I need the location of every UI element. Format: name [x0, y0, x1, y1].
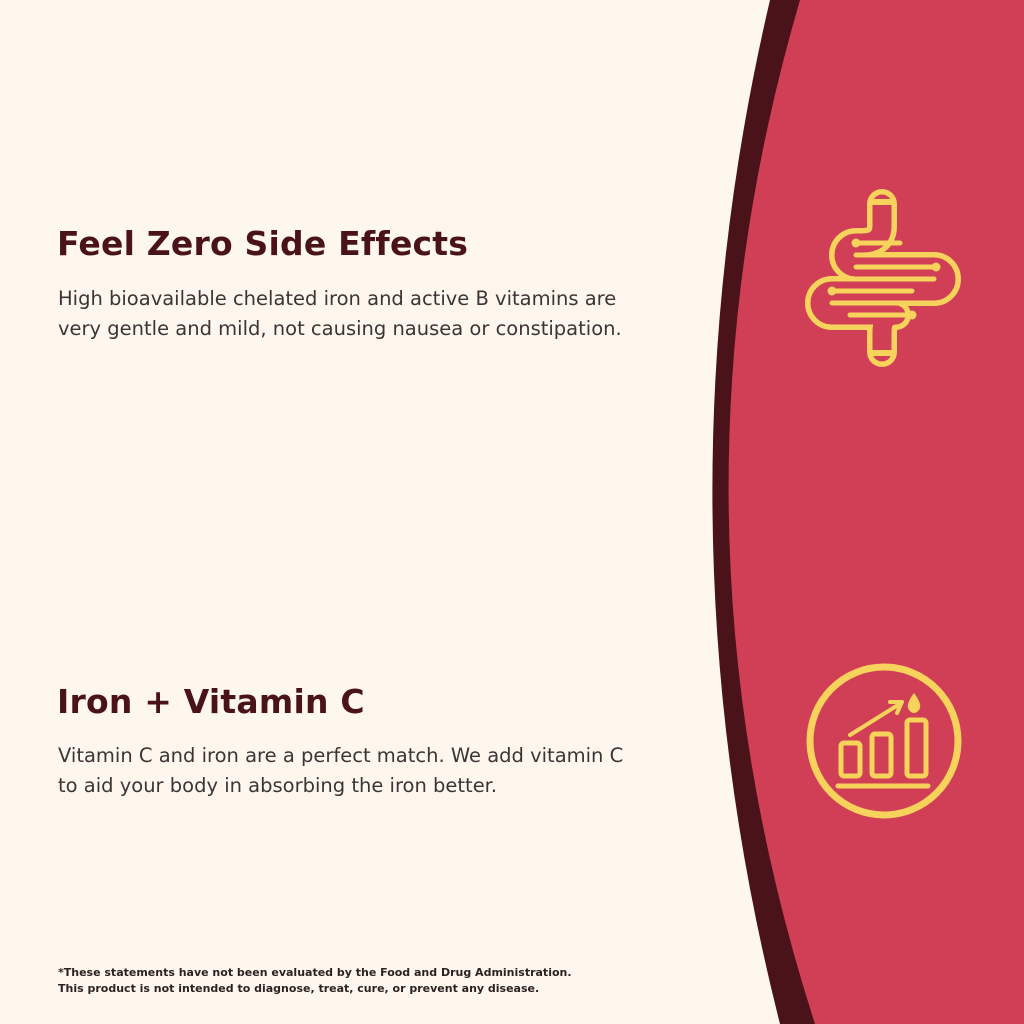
section-title: Iron + Vitamin C — [57, 682, 365, 721]
description-line: very gentle and mild, not causing nausea… — [58, 317, 622, 340]
description-line: High bioavailable chelated iron and acti… — [58, 287, 617, 310]
disclaimer-line: *These statements have not been evaluate… — [58, 966, 572, 979]
intestine-icon — [805, 189, 961, 367]
section-description: High bioavailable chelated iron and acti… — [58, 284, 718, 344]
red-panel — [728, 0, 1024, 1024]
description-line: to aid your body in absorbing the iron b… — [58, 774, 498, 797]
section-description: Vitamin C and iron are a perfect match. … — [58, 741, 718, 801]
section-title: Feel Zero Side Effects — [57, 224, 469, 263]
fda-disclaimer: *These statements have not been evaluate… — [58, 965, 572, 997]
description-line: Vitamin C and iron are a perfect match. … — [58, 744, 624, 767]
absorption-chart-icon — [806, 663, 962, 819]
disclaimer-line: This product is not intended to diagnose… — [58, 982, 540, 995]
